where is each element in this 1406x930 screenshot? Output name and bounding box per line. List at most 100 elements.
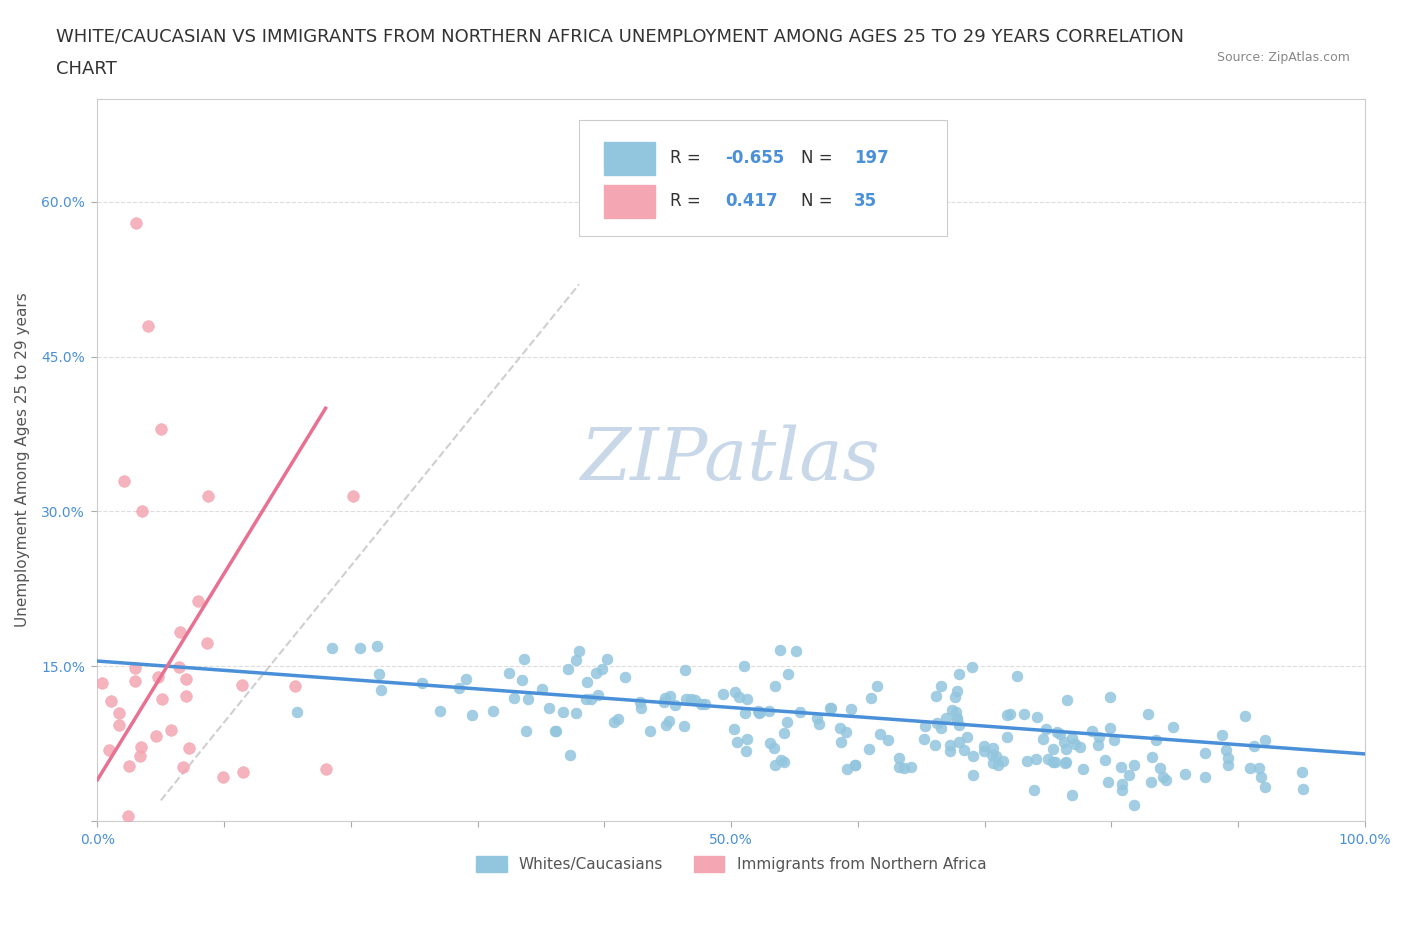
Point: [1071, 762, 1094, 777]
Point: [1042, 741, 1064, 756]
Point: [946, 711, 969, 725]
Point: [1056, 693, 1078, 708]
Point: [935, 711, 957, 725]
Point: [939, 744, 962, 759]
Point: [576, 675, 599, 690]
Point: [150, 692, 173, 707]
Point: [725, 735, 748, 750]
Point: [1014, 707, 1036, 722]
Point: [806, 711, 828, 725]
Point: [948, 717, 970, 732]
Point: [973, 744, 995, 759]
Point: [1094, 752, 1116, 767]
Point: [456, 671, 478, 686]
Text: 35: 35: [853, 193, 877, 210]
Point: [998, 706, 1021, 721]
Point: [769, 643, 792, 658]
Point: [160, 723, 183, 737]
Point: [1111, 777, 1133, 791]
Point: [90, 675, 112, 690]
Point: [146, 670, 169, 684]
Point: [1043, 754, 1066, 769]
Point: [962, 767, 984, 782]
Point: [654, 695, 676, 710]
Point: [1088, 730, 1111, 745]
Point: [1032, 732, 1054, 747]
Point: [1243, 739, 1265, 754]
Point: [211, 770, 233, 785]
Point: [927, 716, 949, 731]
Point: [1216, 758, 1239, 773]
Text: ZIPatlas: ZIPatlas: [581, 425, 882, 495]
Point: [449, 681, 471, 696]
Point: [1292, 782, 1315, 797]
Point: [1161, 720, 1184, 735]
Point: [658, 688, 681, 703]
Point: [461, 708, 484, 723]
Point: [835, 725, 858, 740]
Point: [124, 215, 146, 230]
Point: [865, 678, 887, 693]
Point: [1024, 782, 1046, 797]
Point: [776, 714, 799, 729]
Point: [510, 672, 533, 687]
Point: [887, 760, 910, 775]
Point: [1064, 737, 1087, 751]
Point: [830, 721, 852, 736]
Point: [1144, 732, 1167, 747]
Point: [723, 722, 745, 737]
Point: [876, 733, 898, 748]
Point: [551, 705, 574, 720]
Point: [945, 684, 967, 698]
Point: [945, 704, 967, 719]
Point: [948, 735, 970, 750]
Point: [174, 671, 197, 686]
Point: [807, 716, 830, 731]
Point: [195, 635, 218, 650]
Point: [893, 761, 915, 776]
Point: [565, 705, 588, 720]
Point: [107, 718, 129, 733]
Point: [1118, 767, 1140, 782]
Point: [769, 752, 792, 767]
Point: [981, 747, 1004, 762]
Point: [683, 692, 706, 707]
Point: [131, 504, 153, 519]
Point: [912, 731, 935, 746]
Point: [734, 706, 756, 721]
Point: [835, 761, 858, 776]
Point: [728, 689, 751, 704]
Text: WHITE/CAUCASIAN VS IMMIGRANTS FROM NORTHERN AFRICA UNEMPLOYMENT AMONG AGES 25 TO: WHITE/CAUCASIAN VS IMMIGRANTS FROM NORTH…: [56, 28, 1184, 46]
Point: [747, 704, 769, 719]
Point: [284, 679, 307, 694]
Point: [900, 760, 922, 775]
Point: [179, 740, 201, 755]
Point: [167, 660, 190, 675]
Point: [735, 743, 758, 758]
Point: [844, 758, 866, 773]
Point: [1194, 769, 1216, 784]
Bar: [605, 185, 655, 218]
Point: [98, 743, 121, 758]
Point: [1035, 722, 1057, 737]
Point: [1152, 770, 1174, 785]
Point: [1253, 779, 1275, 794]
Point: [664, 698, 686, 712]
Point: [285, 704, 308, 719]
Point: [544, 724, 567, 738]
Point: [1154, 772, 1177, 787]
Point: [1234, 709, 1257, 724]
Point: [628, 694, 651, 709]
Point: [758, 703, 780, 718]
Text: R =: R =: [671, 193, 711, 210]
Point: [370, 683, 392, 698]
Y-axis label: Unemployment Among Ages 25 to 29 years: Unemployment Among Ages 25 to 29 years: [15, 292, 30, 627]
Text: 197: 197: [853, 149, 889, 166]
Point: [983, 756, 1005, 771]
Point: [658, 714, 681, 729]
Point: [993, 754, 1015, 769]
Point: [1087, 737, 1109, 752]
Point: [129, 749, 152, 764]
Point: [367, 667, 389, 682]
Point: [1069, 739, 1091, 754]
